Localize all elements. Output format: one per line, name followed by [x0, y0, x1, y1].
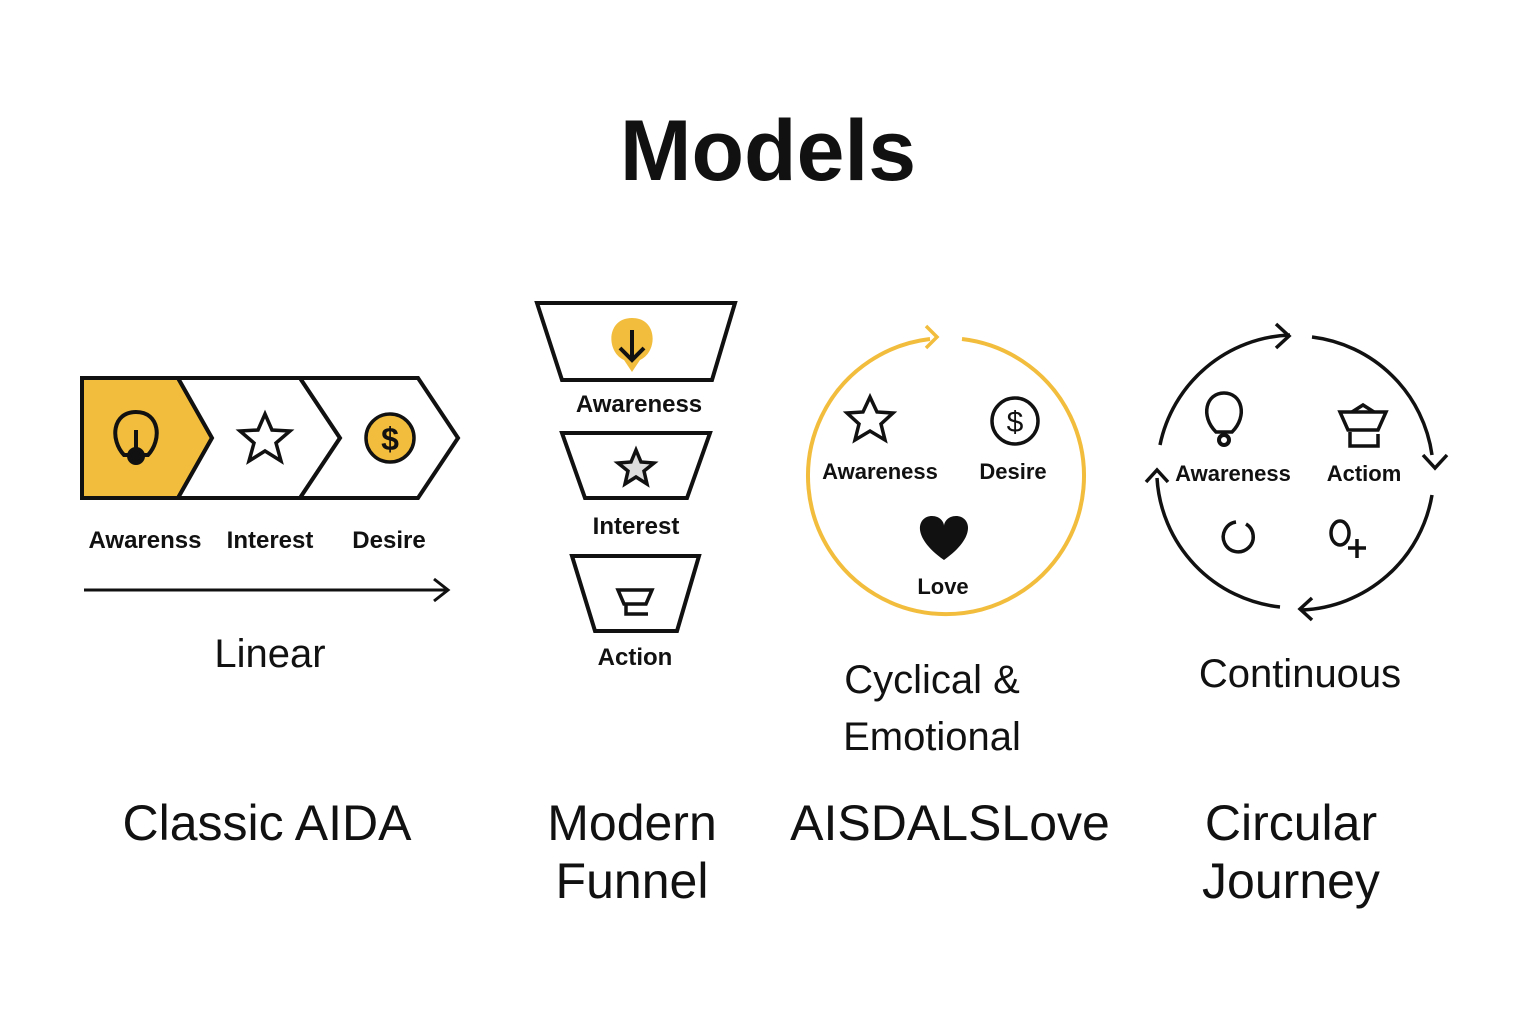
timeline-arrow: [84, 577, 451, 603]
stage-label: Action: [597, 644, 673, 671]
model-type: Cyclical & Emotional: [843, 658, 1021, 759]
stage-label: Actiom: [1326, 461, 1402, 486]
cart-icon: [1337, 402, 1389, 448]
stage-label: Love: [917, 574, 969, 599]
stage-label: Awareness: [575, 391, 703, 418]
stage-label: Interest: [226, 527, 314, 554]
cycle-arrowhead: [924, 324, 940, 350]
lightbulb-icon: [1205, 391, 1243, 447]
journey-ring: [1144, 322, 1449, 622]
add-user-icon: [1329, 519, 1366, 558]
heart-icon: [919, 516, 969, 560]
dollar-icon: $: [364, 412, 416, 464]
model-name: Classic AIDA: [122, 795, 412, 851]
star-icon: [842, 392, 898, 444]
stage-label: Desire: [979, 459, 1047, 484]
stage-label: Interest: [592, 513, 680, 540]
cart-icon: [615, 588, 655, 616]
loop-icon: [1221, 520, 1255, 554]
model-name: Circular Journey: [1202, 795, 1380, 909]
page-title: Models: [619, 103, 917, 199]
svg-text:$: $: [381, 421, 399, 457]
stage-label: Desire: [352, 527, 426, 554]
model-name: Modern Funnel: [547, 795, 717, 909]
dollar-icon: $: [990, 396, 1040, 446]
stage-label: Awareness: [1175, 461, 1291, 486]
star-icon: [235, 409, 295, 465]
arrow-down-icon: [611, 318, 653, 372]
stage-label: Awareness: [822, 459, 938, 484]
model-name: AISDALSLove: [790, 795, 1110, 851]
lightbulb-icon: [113, 409, 159, 465]
svg-text:$: $: [1007, 406, 1024, 439]
star-icon: [613, 445, 659, 488]
stage-label: Awarenss: [88, 527, 202, 554]
funnel-action: [569, 554, 702, 633]
model-type: Continuous: [1198, 652, 1402, 696]
model-type: Linear: [214, 632, 326, 676]
cycle-ring: [806, 337, 1086, 617]
